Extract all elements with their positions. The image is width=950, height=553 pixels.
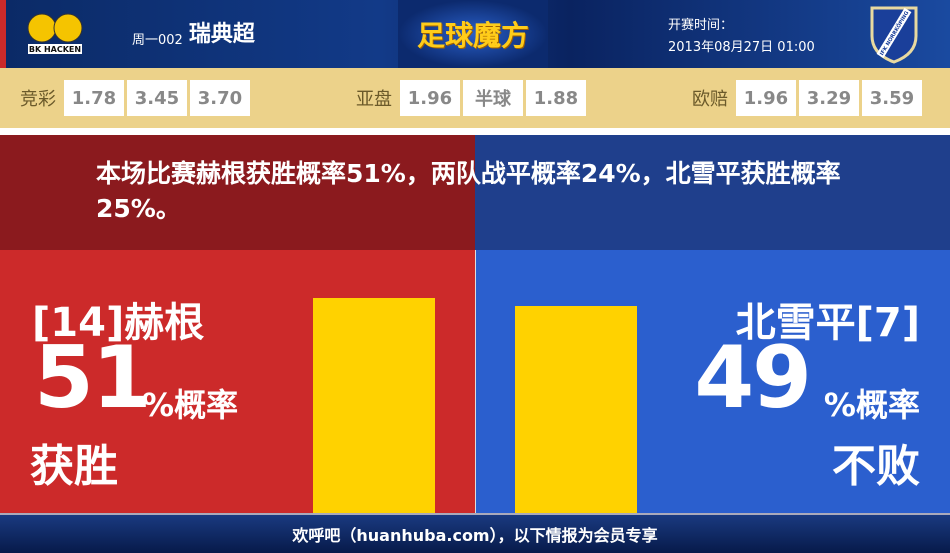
league-info: 周一002 瑞典超 (132, 16, 255, 48)
odds-label: 欧赔 (692, 89, 728, 110)
odds-value: 1.96 (400, 80, 460, 116)
odds-value: 半球 (463, 80, 523, 116)
home-team-logo: BK HACKEN (27, 13, 83, 54)
away-percent: 49 (694, 328, 812, 428)
divider (0, 128, 950, 135)
home-outcome: 获胜 (30, 441, 118, 492)
odds-value: 3.45 (127, 80, 187, 116)
odds-value: 1.78 (64, 80, 124, 116)
home-panel: [14]赫根 51 %概率 获胜 (0, 250, 475, 513)
odds-group-asian: 亚盘 1.96 半球 1.88 (356, 80, 586, 116)
match-number: 周一002 (132, 33, 183, 48)
odds-value: 1.88 (526, 80, 586, 116)
away-percent-unit: %概率 (823, 386, 920, 424)
kickoff-time: 2013年08月27日 01:00 (668, 40, 815, 55)
away-team-name: 北雪平[7] (735, 300, 920, 346)
match-header: BK HACKEN 周一002 瑞典超 足球魔方 开赛时间： 2013年08月2… (0, 0, 950, 68)
home-probability-bar (313, 298, 435, 513)
odds-value: 1.96 (736, 80, 796, 116)
odds-label: 竞彩 (20, 89, 56, 110)
away-team-logo: IFK NORRKÖPING (870, 6, 918, 64)
odds-group-european: 欧赔 1.96 3.29 3.59 (692, 80, 922, 116)
odds-bar: 竞彩 1.78 3.45 3.70 亚盘 1.96 半球 1.88 欧赔 1.9… (0, 68, 950, 128)
message-bg-home (0, 135, 475, 250)
home-logo-text: BK HACKEN (29, 45, 81, 54)
home-team-name: [14]赫根 (32, 300, 205, 346)
kickoff-label: 开赛时间： (668, 18, 734, 33)
home-percent-unit: %概率 (142, 386, 239, 424)
odds-group-jingcai: 竞彩 1.78 3.45 3.70 (20, 80, 250, 116)
message-bg-away (475, 135, 950, 250)
away-panel: 北雪平[7] 49 %概率 不败 (476, 250, 950, 513)
odds-label: 亚盘 (356, 89, 392, 110)
odds-value: 3.29 (799, 80, 859, 116)
footer-banner: 欢呼吧（huanhuba.com），以下情报为会员专享 (0, 513, 950, 553)
accent-strip (0, 0, 6, 68)
league-name: 瑞典超 (188, 22, 255, 47)
odds-value: 3.70 (190, 80, 250, 116)
kickoff: 开赛时间： 2013年08月27日 01:00 (668, 15, 815, 59)
odds-value: 3.59 (862, 80, 922, 116)
brand-logo: 足球魔方 (398, 0, 548, 68)
away-outcome: 不败 (832, 441, 920, 492)
home-percent: 51 (34, 328, 152, 428)
panel-divider (475, 250, 476, 513)
prediction-message: 本场比赛赫根获胜概率51%，两队战平概率24%，北雪平获胜概率25%。 (96, 159, 841, 223)
away-probability-bar (515, 306, 637, 513)
